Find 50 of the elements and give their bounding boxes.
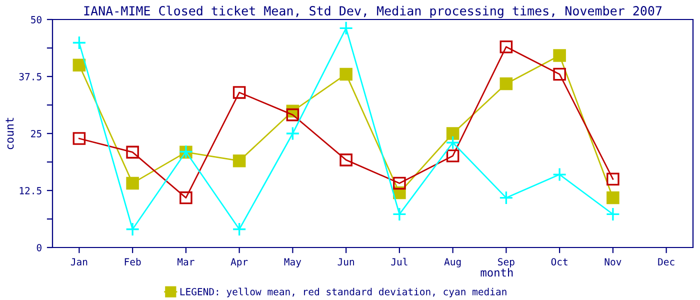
point bbox=[340, 68, 352, 81]
point bbox=[72, 132, 86, 145]
x-tick-label: Aug bbox=[444, 258, 461, 268]
point bbox=[606, 191, 620, 204]
chart-title: IANA-MIME Closed ticket Mean, Std Dev, Median processing times, November 2007 bbox=[84, 6, 662, 18]
y-tick-label: 50 bbox=[31, 16, 42, 24]
point bbox=[338, 21, 354, 36]
point bbox=[125, 222, 140, 236]
point bbox=[499, 190, 514, 205]
point bbox=[232, 222, 246, 236]
y-tick-label: 25 bbox=[31, 130, 42, 138]
point bbox=[553, 49, 566, 62]
point bbox=[72, 36, 86, 50]
x-tick-label: Sep bbox=[498, 258, 514, 268]
x-tick-label: May bbox=[284, 258, 302, 268]
point bbox=[446, 136, 460, 150]
point bbox=[446, 127, 460, 140]
point bbox=[553, 68, 566, 81]
y-tick-label: 0 bbox=[36, 244, 42, 252]
point bbox=[286, 126, 300, 141]
point bbox=[606, 207, 620, 222]
legend-label: LEGEND: yellow mean, red standard deviation, cyan median bbox=[180, 288, 506, 298]
y-tick-label: 12.5 bbox=[20, 187, 42, 194]
point bbox=[552, 167, 567, 182]
point bbox=[232, 86, 246, 99]
point bbox=[446, 149, 460, 162]
y-tick-label: 37.5 bbox=[19, 73, 42, 80]
x-tick-label: Mar bbox=[178, 258, 194, 266]
x-tick-label: Dec bbox=[658, 258, 674, 266]
x-tick-label: Jul bbox=[391, 258, 408, 266]
point bbox=[392, 207, 407, 222]
point bbox=[500, 77, 513, 90]
point bbox=[126, 176, 139, 190]
point bbox=[126, 146, 139, 159]
y-axis-title: count bbox=[6, 118, 14, 150]
point bbox=[340, 154, 352, 166]
point bbox=[180, 191, 192, 204]
point bbox=[72, 58, 86, 72]
x-axis-title: month bbox=[480, 268, 513, 277]
x-tick-label: Jan bbox=[70, 258, 88, 266]
point bbox=[232, 154, 246, 168]
x-tick-label: Jun bbox=[338, 258, 354, 266]
x-tick-label: Oct bbox=[551, 258, 568, 266]
point bbox=[606, 172, 620, 186]
point bbox=[393, 176, 406, 190]
point bbox=[286, 108, 300, 122]
x-tick-label: Feb bbox=[124, 258, 141, 266]
x-tick-label: Nov bbox=[604, 258, 622, 266]
point bbox=[500, 40, 513, 54]
x-tick-label: Apr bbox=[230, 258, 248, 268]
